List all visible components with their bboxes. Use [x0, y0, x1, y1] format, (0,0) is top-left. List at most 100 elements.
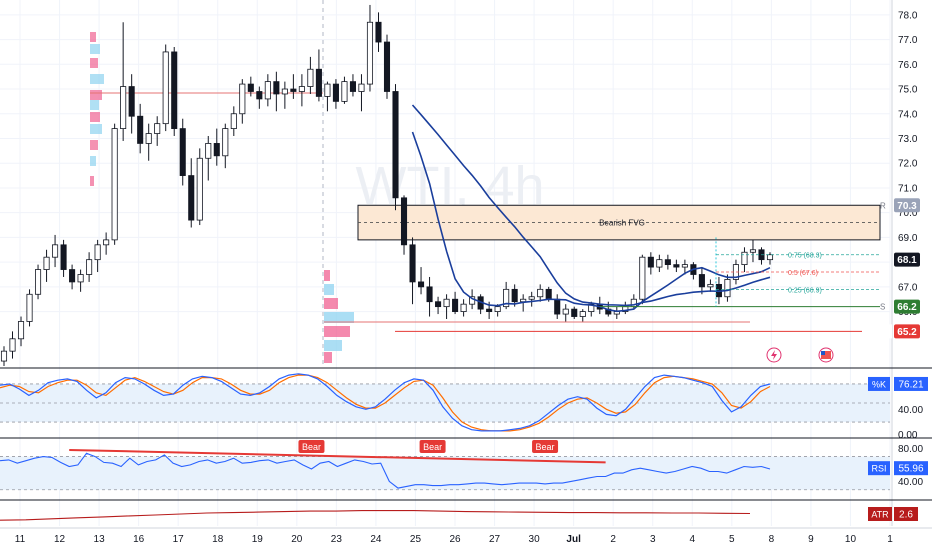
candle-body[interactable] — [554, 298, 561, 315]
candle-body[interactable] — [179, 128, 186, 176]
price-tag[interactable] — [894, 252, 920, 267]
candle-body[interactable] — [341, 81, 348, 102]
candle-body[interactable] — [460, 303, 467, 312]
volume-profile-bar — [90, 100, 99, 110]
bear-signal-tag[interactable] — [532, 440, 559, 453]
candle-body[interactable] — [741, 251, 748, 266]
candle-body[interactable] — [94, 244, 101, 261]
candle-body[interactable] — [588, 303, 595, 312]
candle-body[interactable] — [0, 350, 8, 362]
time-axis[interactable]: 11 12 13 16 17 18 19 20 23 24 25 26 27 30 Jul 2 3 4 5 8 9 10 1 — [0, 527, 932, 545]
candle-body[interactable] — [349, 81, 356, 92]
candle-body[interactable] — [171, 51, 178, 129]
candle-body[interactable] — [383, 41, 391, 92]
candle-body[interactable] — [290, 88, 297, 92]
time-tick-label: 17 — [173, 534, 185, 545]
candle-body[interactable] — [111, 128, 118, 241]
candle-body[interactable] — [579, 311, 586, 317]
candle-body[interactable] — [188, 175, 195, 221]
candle-body[interactable] — [664, 259, 671, 266]
candle-body[interactable] — [26, 293, 33, 322]
candle-body[interactable] — [239, 83, 246, 115]
atr-pane[interactable]: ATR 2.6 — [0, 507, 918, 521]
candle-body[interactable] — [222, 128, 229, 157]
bear-signal-tag[interactable] — [419, 440, 446, 453]
candle-body[interactable] — [656, 259, 663, 268]
candle-body[interactable] — [639, 256, 646, 300]
candle-body[interactable] — [154, 123, 161, 134]
candle-body[interactable] — [324, 83, 331, 97]
candle-body[interactable] — [103, 239, 110, 246]
candle-body[interactable] — [358, 83, 365, 92]
candle-body[interactable] — [213, 143, 220, 157]
candle-body[interactable] — [315, 68, 322, 97]
candle-body[interactable] — [43, 256, 50, 270]
candle-body[interactable] — [537, 288, 544, 298]
candle-body[interactable] — [749, 249, 757, 253]
candle-body[interactable] — [400, 197, 408, 246]
candle-body[interactable] — [392, 91, 399, 199]
price-tag[interactable] — [894, 299, 920, 314]
candle-body[interactable] — [426, 286, 433, 303]
candle-body[interactable] — [137, 115, 144, 144]
candle-body[interactable] — [562, 308, 569, 315]
lightning-glyph — [771, 350, 777, 360]
price-levels: 0.75 (68.3)0.5 (67.6)0.25 (66.9)PWLRS — [395, 201, 886, 336]
candle-body[interactable] — [511, 288, 518, 303]
candle-body[interactable] — [366, 21, 374, 85]
resistance-mark: R — [880, 201, 886, 210]
price-axis[interactable]: 78.0 77.0 76.0 75.0 74.0 73.0 72.0 71.0 70.0 69.0… — [0, 0, 932, 526]
candle-body[interactable] — [9, 338, 16, 352]
candle-body[interactable] — [120, 86, 127, 129]
candle-body[interactable] — [205, 143, 212, 159]
bear-signal-tag[interactable] — [298, 440, 325, 453]
candle-body[interactable] — [673, 264, 680, 268]
candle-body[interactable] — [724, 279, 731, 298]
candle-body[interactable] — [52, 244, 59, 258]
candle-body[interactable] — [128, 86, 135, 117]
candle-body[interactable] — [503, 288, 510, 308]
candle-body[interactable] — [766, 254, 774, 261]
candle-body[interactable] — [281, 88, 288, 95]
candle-body[interactable] — [332, 83, 339, 102]
candle-body[interactable] — [452, 298, 459, 312]
candle-body[interactable] — [230, 113, 237, 129]
candle-body[interactable] — [298, 86, 305, 92]
candle-body[interactable] — [247, 83, 254, 92]
candle-body[interactable] — [196, 157, 203, 221]
price-tag[interactable] — [894, 324, 920, 339]
candle-body[interactable] — [698, 274, 705, 288]
price-tag[interactable] — [894, 198, 920, 213]
candle-body[interactable] — [494, 306, 501, 312]
candle-body[interactable] — [86, 259, 93, 275]
event-icons[interactable] — [766, 347, 834, 363]
candle-body[interactable] — [647, 256, 654, 268]
rsi-pane[interactable]: Bear Bear Bear 80.00 40.00 RSI 55.96 — [0, 440, 928, 491]
candle-body[interactable] — [418, 281, 425, 288]
candle-body[interactable] — [60, 244, 67, 270]
candle-body[interactable] — [409, 244, 416, 283]
candle-body[interactable] — [375, 21, 382, 43]
candle-body[interactable] — [545, 288, 552, 300]
rsi-tick-label: 40.00 — [898, 477, 923, 488]
candle-body[interactable] — [264, 81, 271, 100]
candle-body[interactable] — [435, 301, 442, 308]
candle-body[interactable] — [145, 133, 152, 144]
candle-body[interactable] — [571, 308, 578, 317]
candlestick-series[interactable] — [0, 4, 774, 366]
candle-body[interactable] — [35, 269, 42, 295]
candle-body[interactable] — [528, 296, 535, 300]
candle-body[interactable] — [273, 81, 280, 95]
candle-body[interactable] — [443, 298, 450, 308]
candle-body[interactable] — [69, 269, 76, 283]
candle-body[interactable] — [17, 321, 25, 340]
candle-body[interactable] — [162, 51, 169, 125]
candle-body[interactable] — [77, 274, 84, 283]
candle-body[interactable] — [681, 264, 688, 268]
candle-body[interactable] — [707, 283, 714, 288]
candle-body[interactable] — [307, 68, 314, 87]
candle-body[interactable] — [256, 91, 263, 100]
candle-body[interactable] — [486, 308, 493, 312]
